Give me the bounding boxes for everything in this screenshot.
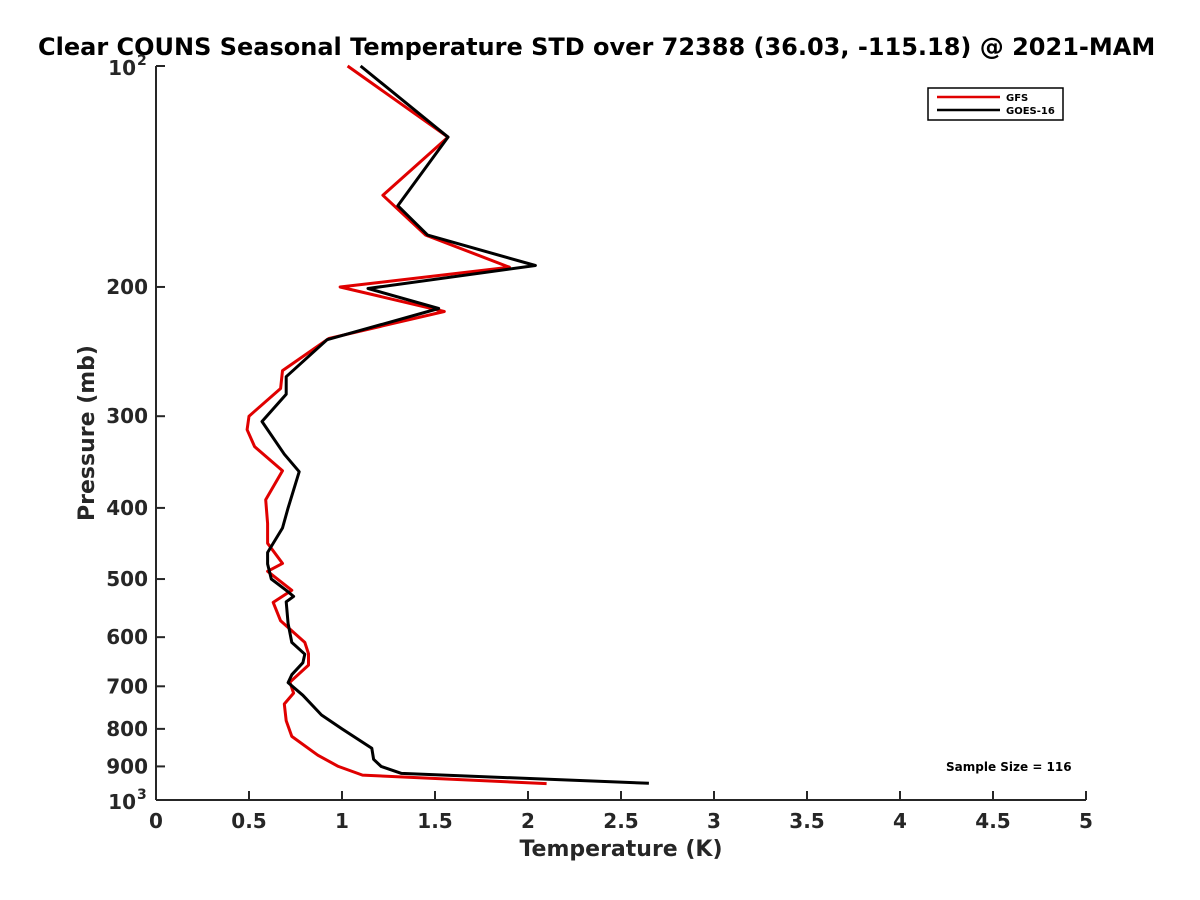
x-tick-label: 5 bbox=[1079, 809, 1093, 833]
y-tick-label: 400 bbox=[106, 496, 148, 520]
y-tick-label: 300 bbox=[106, 404, 148, 428]
x-tick-label: 3 bbox=[707, 809, 721, 833]
y-tick-label: 900 bbox=[106, 754, 148, 778]
series-line-goes16 bbox=[260, 64, 649, 785]
x-axis-label: Temperature (K) bbox=[519, 837, 722, 862]
y-axis-label: Pressure (mb) bbox=[75, 345, 100, 521]
x-tick-label: 4.5 bbox=[975, 809, 1010, 833]
x-tick-label: 3.5 bbox=[789, 809, 824, 833]
chart-title: Clear COUNS Seasonal Temperature STD ove… bbox=[38, 33, 1155, 61]
legend-box bbox=[927, 87, 1064, 121]
x-tick-label: 0.5 bbox=[231, 809, 266, 833]
y-tick-label: 500 bbox=[106, 567, 148, 591]
legend-label-goes16: GOES-16 bbox=[1006, 106, 1055, 117]
y-tick-label: 10 bbox=[108, 56, 136, 80]
y-tick-label: 10 bbox=[108, 790, 136, 814]
y-tick-label: 600 bbox=[106, 625, 148, 649]
x-tick-label: 1 bbox=[335, 809, 349, 833]
x-tick-label: 2.5 bbox=[603, 809, 638, 833]
x-tick-label: 1.5 bbox=[417, 809, 452, 833]
y-tick-label: 800 bbox=[106, 717, 148, 741]
series-line-gfs bbox=[245, 64, 547, 786]
x-tick-label: 0 bbox=[149, 809, 163, 833]
y-tick-exponent: 3 bbox=[137, 787, 147, 803]
series-layer bbox=[245, 64, 649, 786]
y-tick-exponent: 2 bbox=[137, 53, 147, 69]
y-tick-label: 200 bbox=[106, 275, 148, 299]
sample-size-annotation: Sample Size = 116 bbox=[946, 760, 1072, 774]
legend: GFS GOES-16 bbox=[927, 87, 1064, 121]
y-tick-label: 700 bbox=[106, 674, 148, 698]
x-tick-label: 2 bbox=[521, 809, 535, 833]
x-tick-label: 4 bbox=[893, 809, 907, 833]
legend-label-gfs: GFS bbox=[1006, 93, 1028, 104]
x-ticks: 0 0.5 1 1.5 2 2.5 3 3.5 4 4.5 5 bbox=[149, 791, 1093, 833]
